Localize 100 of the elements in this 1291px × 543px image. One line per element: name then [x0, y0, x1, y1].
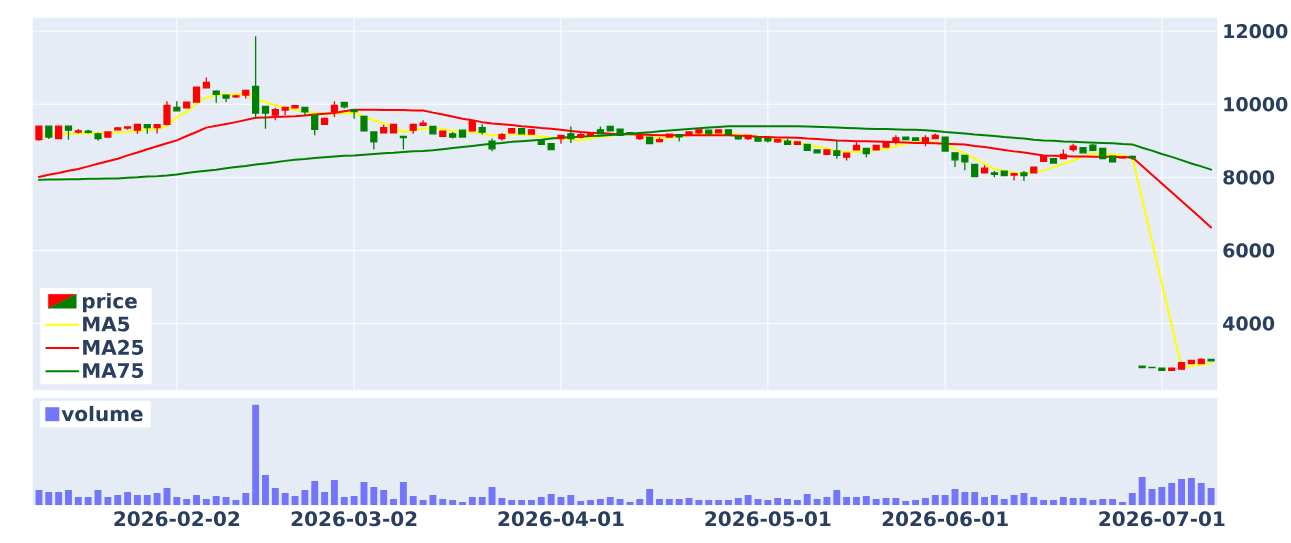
- bar: [596, 498, 604, 505]
- candlestick: [527, 128, 536, 136]
- candlestick: [577, 131, 585, 140]
- candlestick: [153, 123, 161, 135]
- bar: [912, 499, 920, 505]
- candlestick: [301, 106, 309, 116]
- candlestick: [192, 86, 201, 104]
- bar: [271, 487, 279, 505]
- bar: [1000, 498, 1008, 505]
- bar: [1207, 487, 1215, 505]
- candlestick: [1049, 157, 1058, 165]
- bar: [1069, 497, 1077, 505]
- bar: [695, 499, 703, 505]
- candlestick: [517, 127, 526, 135]
- bar: [193, 494, 200, 505]
- candlestick: [222, 93, 230, 103]
- candlestick: [990, 170, 998, 178]
- candlestick: [1177, 361, 1186, 371]
- bar: [45, 491, 53, 505]
- x-tick-label: 2026-05-01: [705, 511, 831, 527]
- candlestick: [724, 128, 733, 136]
- bar: [350, 495, 358, 505]
- candlestick: [872, 144, 880, 151]
- bar: [468, 496, 476, 505]
- candlestick: [320, 116, 329, 126]
- candlestick: [458, 129, 467, 139]
- bar: [143, 494, 151, 505]
- bar: [527, 499, 535, 505]
- candlestick: [252, 35, 260, 120]
- bar: [1197, 482, 1205, 505]
- candlestick: [961, 154, 969, 172]
- candlestick: [557, 134, 565, 145]
- candlestick: [1040, 155, 1048, 163]
- bar: [646, 488, 654, 505]
- candlestick: [123, 125, 132, 131]
- candlestick: [626, 131, 634, 136]
- candlestick: [646, 136, 654, 145]
- candlestick: [1168, 367, 1176, 372]
- bar: [902, 500, 910, 505]
- bar: [459, 501, 466, 505]
- bar: [232, 499, 240, 505]
- candlestick: [1118, 155, 1127, 160]
- candlestick: [1000, 170, 1008, 177]
- candlestick: [1158, 367, 1166, 372]
- bar: [1099, 498, 1107, 505]
- bar: [114, 494, 122, 505]
- candlestick: [350, 108, 358, 120]
- candlestick: [1020, 170, 1028, 182]
- candlestick: [498, 132, 506, 142]
- candlestick: [754, 136, 762, 143]
- candlestick: [774, 138, 782, 144]
- candlestick: [537, 138, 545, 146]
- bar: [1119, 501, 1126, 505]
- bar: [84, 496, 92, 505]
- bar: [74, 496, 82, 505]
- bar: [784, 498, 791, 505]
- bar: [340, 496, 348, 505]
- candlestick: [665, 133, 673, 139]
- bar: [1138, 476, 1146, 505]
- candlestick: [823, 148, 831, 156]
- candlestick: [55, 124, 63, 140]
- candlestick: [449, 131, 457, 140]
- bar: [262, 474, 269, 505]
- bar: [665, 498, 673, 505]
- x-tick-label: 2026-02-02: [114, 511, 240, 527]
- candlestick: [547, 142, 555, 151]
- candlestick: [389, 123, 398, 135]
- bar: [281, 492, 289, 505]
- bar: [133, 494, 141, 505]
- bar: [774, 497, 782, 505]
- candlestick: [695, 128, 703, 136]
- bar: [981, 496, 988, 505]
- bar: [823, 496, 831, 505]
- candlestick: [685, 130, 693, 137]
- bar: [399, 481, 407, 505]
- bar: [1020, 492, 1028, 505]
- candlestick: [419, 119, 427, 127]
- bar: [321, 491, 329, 505]
- legend-label: MA25: [83, 339, 144, 355]
- bar: [1109, 498, 1117, 505]
- legend-label: MA5: [83, 316, 130, 332]
- candlestick: [242, 88, 250, 100]
- y-tick-label: 12000: [1224, 23, 1288, 39]
- candlestick: [1099, 147, 1107, 160]
- y-tick-label: 10000: [1224, 97, 1288, 112]
- candlestick: [1108, 155, 1117, 163]
- x-tick-label: 2026-04-01: [498, 511, 624, 527]
- bar: [55, 491, 63, 505]
- candlestick: [833, 139, 841, 160]
- candlestick: [261, 105, 270, 130]
- y-tick-label: 4000: [1223, 316, 1275, 331]
- x-tick-label: 2026-07-01: [1099, 511, 1225, 527]
- y-tick-label: 8000: [1223, 170, 1275, 185]
- candlestick: [173, 100, 181, 113]
- candlestick: [202, 76, 210, 90]
- candlestick: [409, 122, 417, 135]
- candlestick: [380, 124, 388, 135]
- bar: [537, 496, 545, 505]
- candlestick: [64, 124, 73, 141]
- bar: [1178, 478, 1185, 505]
